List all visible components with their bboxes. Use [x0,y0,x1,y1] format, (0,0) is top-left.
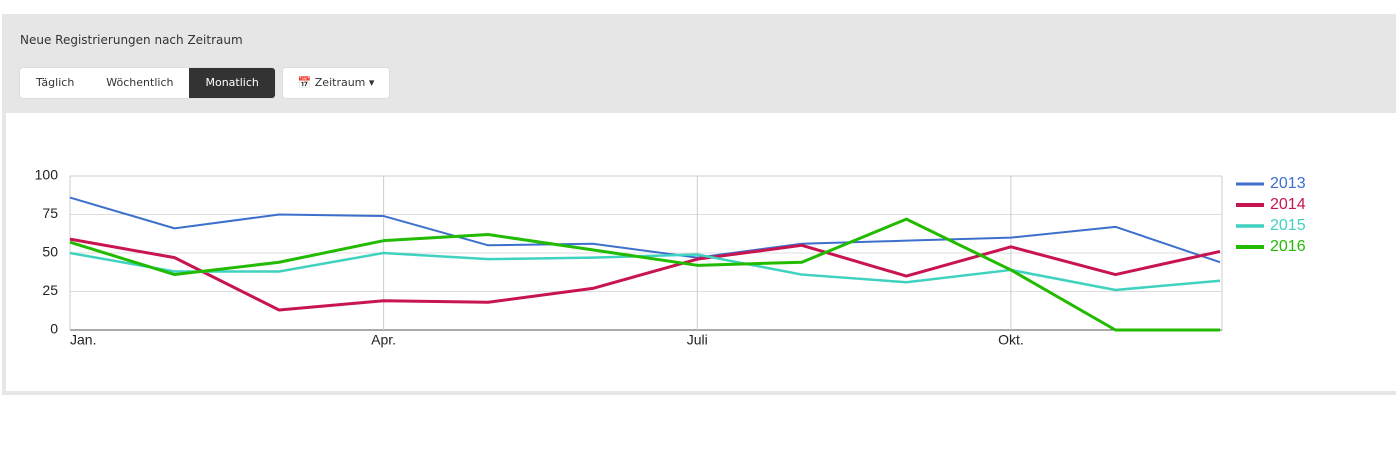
panel-title: Neue Registrierungen nach Zeitraum [20,33,243,47]
x-tick-label: Okt. [998,332,1024,348]
y-tick-label: 75 [42,205,58,221]
series-line [69,237,1221,312]
caret: ▾ [368,76,375,89]
x-tick-label: Apr. [371,332,396,348]
legend-label: 2013 [1270,175,1306,192]
icon: 📅 [297,76,312,89]
y-tick-label: 25 [42,282,58,298]
y-tick-label: 100 [35,167,59,183]
button[interactable]: Wöchentlich [90,68,190,98]
series-line [69,217,1220,332]
legend-label: 2014 [1270,196,1306,213]
y-tick-label: 0 [50,321,58,337]
dropdown[interactable]: 📅 Zeitraum ▾ [283,68,389,98]
series-line [69,196,1221,264]
button[interactable]: Täglich [20,68,91,98]
dropdown-label: Zeitraum [314,76,366,89]
x-tick-label: Jan. [70,332,96,348]
y-tick-label: 50 [42,244,58,260]
chart-area [6,113,1396,391]
legend-label: 2016 [1270,238,1306,255]
series-line [69,251,1221,292]
button[interactable]: Monatlich [189,68,275,98]
button-group: Täglich Wöchentlich Monatlich [20,68,275,98]
panel: Neue Registrierungen nach Zeitraum Tägli… [2,14,1396,395]
legend-label: 2015 [1270,217,1306,234]
x-tick-label: Juli [687,332,708,348]
